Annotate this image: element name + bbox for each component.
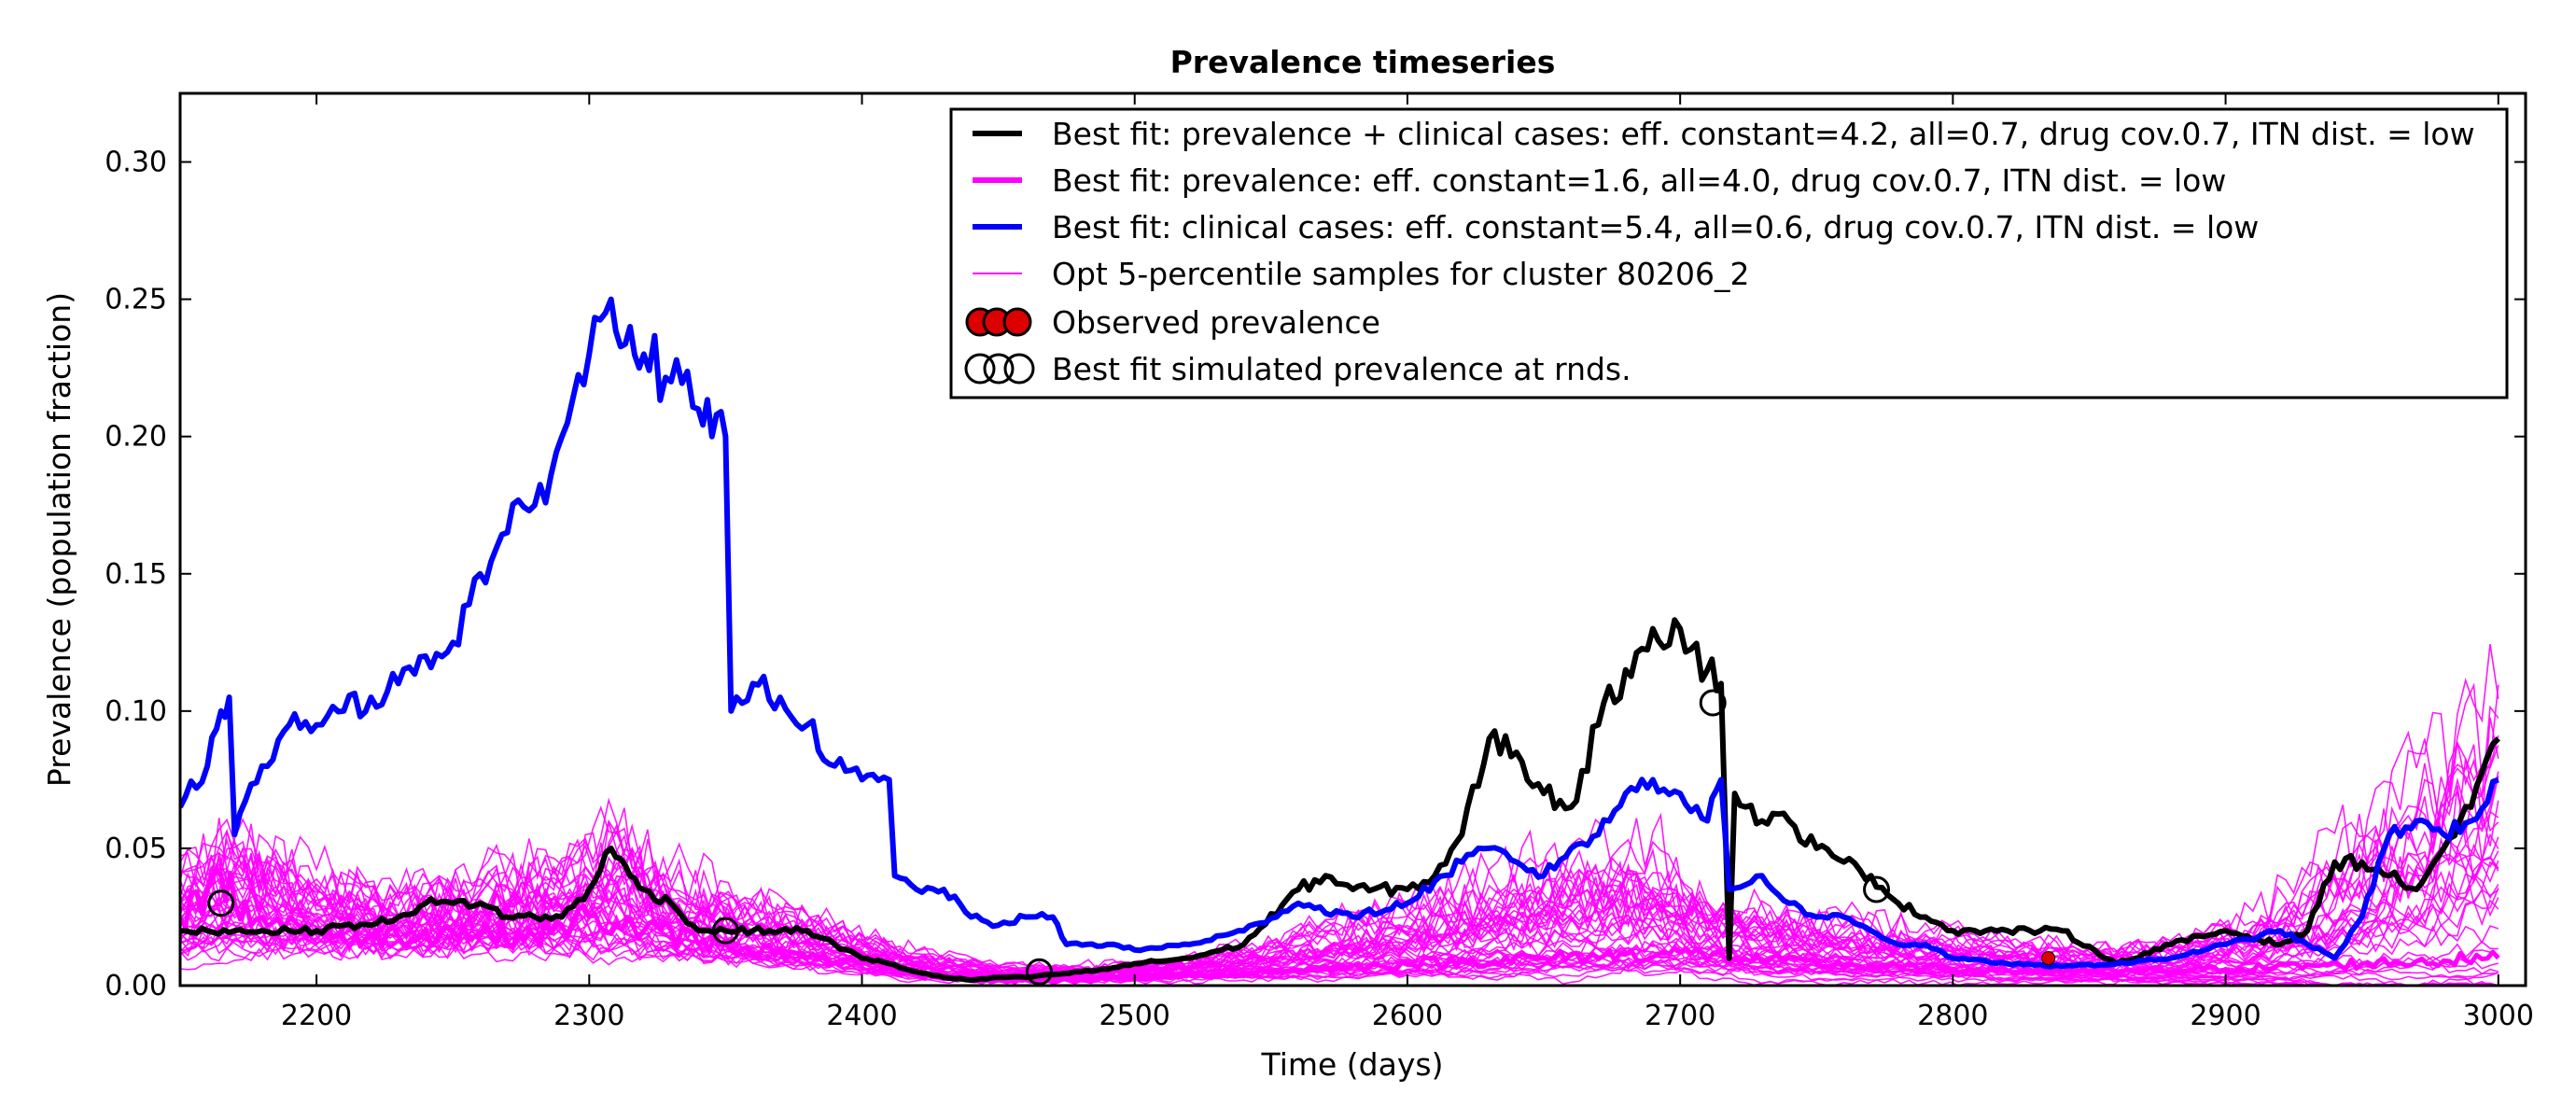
x-tick-label: 3000 bbox=[2463, 1000, 2534, 1032]
x-tick-label: 2900 bbox=[2190, 1000, 2261, 1032]
series-best-fit-combined bbox=[180, 617, 2500, 984]
x-tick-label: 2800 bbox=[1917, 1000, 1988, 1032]
legend-simulated-marker-3 bbox=[1003, 353, 1035, 385]
legend-simulated-marker-2 bbox=[983, 353, 1015, 385]
x-tick-label: 2300 bbox=[553, 1000, 624, 1032]
legend-label-samples: Opt 5-percentile samples for cluster 802… bbox=[1052, 256, 1750, 292]
observed-prevalence-marker bbox=[2041, 951, 2056, 966]
legend-label-simulated: Best fit simulated prevalence at rnds. bbox=[1052, 351, 1631, 387]
x-axis-title: Time (days) bbox=[1261, 1046, 1444, 1083]
legend-label-prevalence: Best fit: prevalence: eff. constant=1.6,… bbox=[1052, 162, 2226, 199]
chart-title: Prevalence timeseries bbox=[1170, 44, 1556, 80]
series-best-fit-clinical bbox=[180, 296, 2499, 970]
legend-label-observed: Observed prevalence bbox=[1052, 304, 1380, 341]
legend-box bbox=[949, 107, 2509, 399]
sample-line bbox=[180, 932, 2499, 986]
y-tick-label: 0.20 bbox=[105, 421, 167, 454]
y-tick-label: 0.10 bbox=[105, 695, 167, 728]
legend-entry-prevalence: Best fit: prevalence: eff. constant=1.6,… bbox=[973, 162, 2226, 199]
marker-layer bbox=[207, 689, 2056, 986]
plot-frame bbox=[178, 91, 2527, 987]
x-tick-label: 2500 bbox=[1099, 1000, 1170, 1032]
legend-simulated-marker-1 bbox=[964, 353, 996, 385]
legend-observed-marker-3 bbox=[1002, 307, 1032, 337]
y-tick-label: 0.25 bbox=[105, 284, 167, 316]
y-axis-title: Prevalence (population fraction) bbox=[41, 292, 77, 787]
simulated-round-marker bbox=[1025, 958, 1053, 986]
legend-entry-observed: Observed prevalence bbox=[965, 304, 1380, 341]
axis-ticks: 2200 2300 2400 2500 2600 2700 2800 2900 3000 0.00… bbox=[105, 93, 2534, 1032]
legend-label-clinical: Best fit: clinical cases: eff. constant=… bbox=[1052, 209, 2259, 245]
simulated-round-marker bbox=[711, 917, 739, 945]
simulated-round-marker bbox=[207, 889, 235, 917]
legend-label-combined: Best fit: prevalence + clinical cases: e… bbox=[1052, 116, 2475, 152]
y-tick-label: 0.05 bbox=[105, 833, 167, 865]
legend: Best fit: prevalence + clinical cases: e… bbox=[949, 107, 2509, 399]
x-tick-label: 2200 bbox=[281, 1000, 352, 1032]
y-tick-label: 0.00 bbox=[105, 970, 167, 1002]
x-tick-label: 2400 bbox=[826, 1000, 897, 1032]
legend-entry-clinical: Best fit: clinical cases: eff. constant=… bbox=[973, 209, 2259, 245]
series-best-fit-prevalence bbox=[180, 867, 2500, 986]
legend-entry-samples: Opt 5-percentile samples for cluster 802… bbox=[973, 256, 1750, 292]
y-tick-label: 0.15 bbox=[105, 558, 167, 591]
legend-entry-simulated: Best fit simulated prevalence at rnds. bbox=[964, 351, 1631, 387]
y-tick-label: 0.30 bbox=[105, 147, 167, 179]
x-tick-label: 2700 bbox=[1645, 1000, 1715, 1032]
legend-entry-combined: Best fit: prevalence + clinical cases: e… bbox=[973, 116, 2475, 152]
x-tick-label: 2600 bbox=[1372, 1000, 1443, 1032]
simulated-round-marker bbox=[1699, 689, 1727, 717]
series-layer bbox=[180, 296, 2500, 986]
simulated-round-marker bbox=[1863, 875, 1891, 903]
